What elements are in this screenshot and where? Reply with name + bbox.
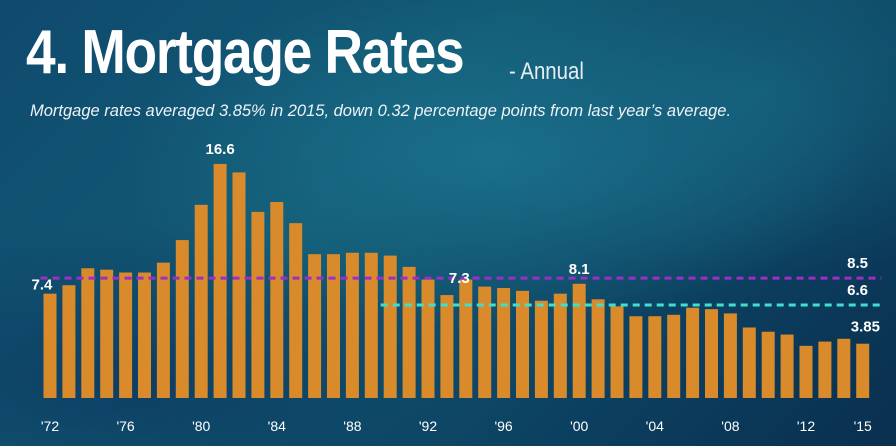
bar-2002: [610, 306, 624, 398]
bar-1973: [62, 285, 76, 398]
bar-2012: [799, 345, 813, 398]
bar-2013: [818, 341, 832, 398]
x-tick-label-2012: '12: [797, 418, 815, 434]
bar-1984: [270, 202, 284, 398]
bar-1976: [119, 272, 133, 398]
x-tick-label-1984: '84: [268, 418, 286, 434]
bar-1974: [81, 268, 95, 398]
bar-1991: [402, 266, 416, 398]
data-label-1981: 16.6: [205, 141, 234, 158]
bar-1981: [213, 163, 227, 398]
x-tick-label-1988: '88: [343, 418, 361, 434]
bar-1995: [478, 286, 492, 398]
bar-1994: [459, 279, 473, 398]
bar-1980: [194, 204, 208, 398]
x-tick-label-2004: '04: [646, 418, 664, 434]
data-label-2000: 8.1: [569, 261, 590, 278]
bar-1997: [516, 290, 529, 398]
x-tick-label-1980: '80: [192, 418, 210, 434]
bar-1990: [383, 255, 397, 398]
x-tick-label-1976: '76: [116, 418, 134, 434]
title-row: 4. Mortgage Rates: [26, 22, 535, 84]
bar-1992: [421, 279, 435, 398]
bar-1999: [553, 293, 567, 398]
bar-2015: [856, 343, 870, 398]
reference-line-label-8.5: 8.5: [847, 255, 868, 272]
bar-2006: [686, 307, 700, 398]
bar-1972: [43, 293, 57, 398]
bar-2003: [629, 316, 643, 398]
bar-1987: [327, 254, 340, 398]
bar-2004: [648, 316, 662, 398]
bar-1998: [534, 300, 548, 398]
x-tick-label-2015: '15: [854, 418, 872, 434]
chart-caption: Mortgage rates averaged 3.85% in 2015, d…: [30, 102, 732, 120]
bar-1986: [308, 254, 322, 398]
bar-1996: [497, 288, 511, 398]
bar-1982: [232, 172, 246, 398]
chart-title: 4. Mortgage Rates: [26, 18, 465, 87]
bar-2007: [705, 309, 718, 398]
chart-subtitle: - Annual: [509, 58, 584, 85]
bar-2009: [742, 327, 756, 398]
x-tick-label-2008: '08: [721, 418, 739, 434]
bar-1989: [364, 252, 378, 398]
bar-1983: [251, 211, 265, 398]
bar-2014: [837, 338, 851, 398]
bar-2001: [591, 299, 605, 398]
bar-2000: [572, 283, 586, 398]
bar-2005: [667, 314, 681, 398]
bar-1985: [289, 223, 303, 398]
reference-line-label-6.6: 6.6: [847, 282, 868, 299]
bar-1979: [175, 240, 189, 398]
bar-1977: [138, 272, 151, 398]
data-label-1972: 7.4: [32, 277, 54, 294]
bar-1993: [440, 295, 454, 398]
data-label-2015: 3.85: [851, 319, 880, 336]
bar-1978: [156, 262, 170, 398]
x-tick-label-1996: '96: [494, 418, 512, 434]
bar-1988: [345, 252, 359, 398]
bar-1975: [100, 269, 114, 398]
bar-2010: [761, 331, 775, 398]
x-tick-label-1972: '72: [41, 418, 59, 434]
x-tick-label-1992: '92: [419, 418, 437, 434]
data-label-1993: 7.3: [449, 270, 470, 287]
x-tick-label-2000: '00: [570, 418, 588, 434]
bar-2011: [780, 334, 794, 398]
bar-2008: [723, 313, 737, 398]
